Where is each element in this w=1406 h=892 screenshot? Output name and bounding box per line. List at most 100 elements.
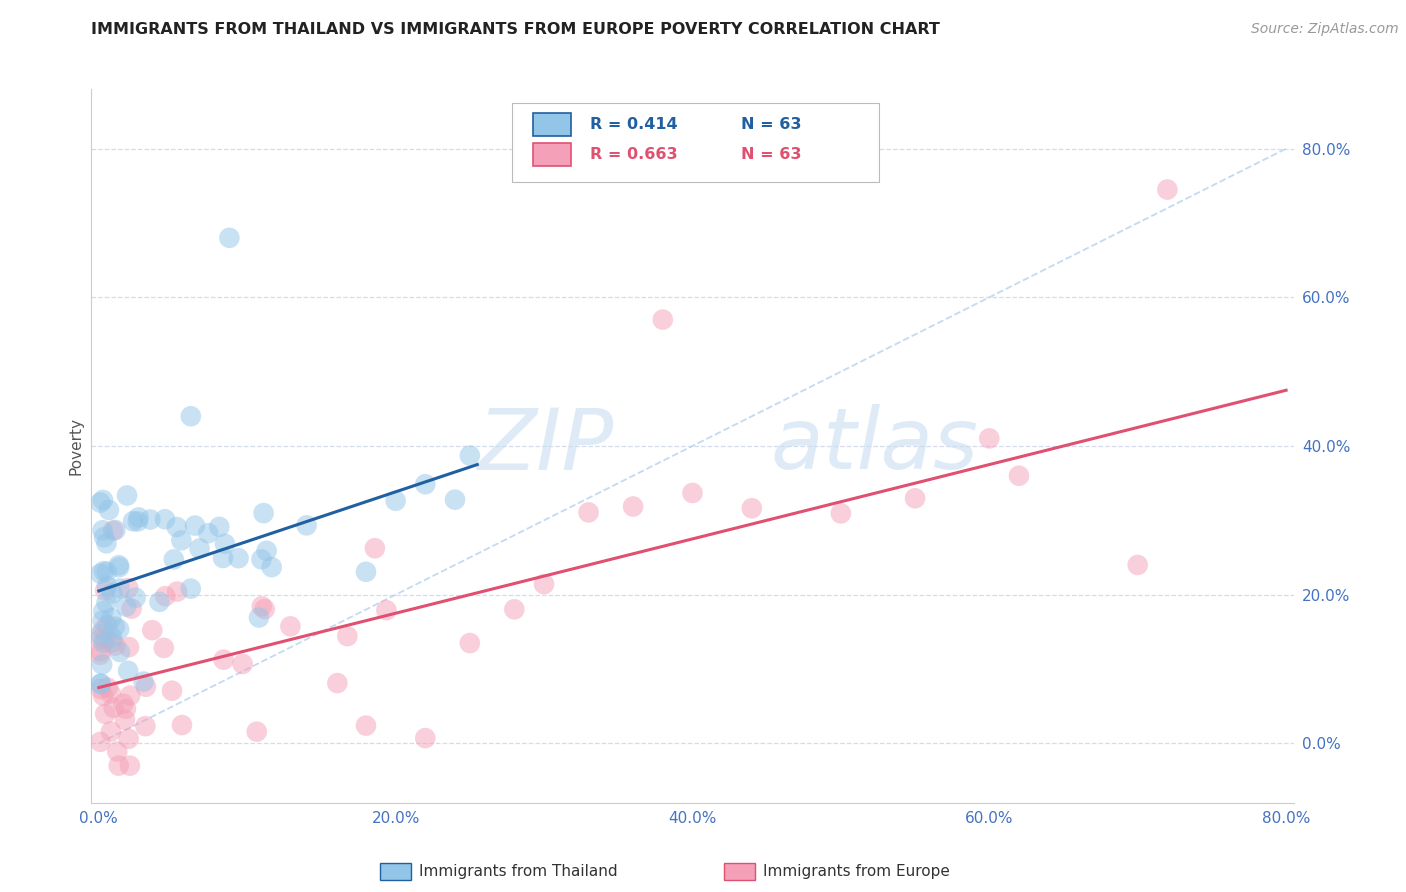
Point <box>90 677 112 691</box>
Point <box>166 520 188 534</box>
Point <box>93 530 115 544</box>
Point <box>253 602 276 616</box>
Point <box>128 510 150 524</box>
Point <box>413 731 436 745</box>
FancyBboxPatch shape <box>512 103 879 182</box>
Point <box>90 644 112 658</box>
Point <box>91 614 114 628</box>
Point <box>651 312 673 326</box>
Point <box>170 533 193 548</box>
Point <box>197 526 219 541</box>
Point <box>904 491 927 506</box>
Point <box>103 700 125 714</box>
Point <box>117 581 139 595</box>
Point <box>96 565 118 579</box>
Point <box>503 602 526 616</box>
Point <box>256 543 278 558</box>
Point <box>295 518 318 533</box>
Point <box>250 599 273 614</box>
Point <box>114 713 136 727</box>
Point <box>384 493 406 508</box>
Point <box>91 492 114 507</box>
Point <box>180 409 202 424</box>
Point <box>91 689 114 703</box>
Text: IMMIGRANTS FROM THAILAND VS IMMIGRANTS FROM EUROPE POVERTY CORRELATION CHART: IMMIGRANTS FROM THAILAND VS IMMIGRANTS F… <box>91 22 941 37</box>
Point <box>96 579 118 593</box>
Point <box>208 520 231 534</box>
Point <box>153 512 176 526</box>
Point <box>127 515 149 529</box>
Point <box>458 636 481 650</box>
Point <box>91 657 114 672</box>
Point <box>830 507 852 521</box>
Text: atlas: atlas <box>770 404 979 488</box>
Point <box>214 537 236 551</box>
Text: N = 63: N = 63 <box>741 117 801 132</box>
Text: R = 0.414: R = 0.414 <box>591 117 678 132</box>
Point <box>246 724 269 739</box>
Point <box>120 689 142 703</box>
Point <box>94 583 117 598</box>
Point <box>94 706 117 721</box>
Point <box>121 601 143 615</box>
Point <box>100 724 122 739</box>
Point <box>89 566 111 581</box>
Point <box>578 505 600 519</box>
Point <box>124 591 146 605</box>
Point <box>90 681 112 696</box>
Point <box>188 541 211 556</box>
Text: ZIP: ZIP <box>478 404 614 488</box>
Point <box>413 477 436 491</box>
Point <box>232 657 254 671</box>
Point <box>101 631 124 645</box>
Point <box>100 611 122 625</box>
Point <box>336 629 359 643</box>
Point <box>96 536 118 550</box>
Point <box>1008 468 1031 483</box>
Point <box>155 589 177 603</box>
Point <box>166 584 188 599</box>
Point <box>212 653 235 667</box>
Point <box>103 524 125 538</box>
Point <box>170 718 193 732</box>
Point <box>212 551 235 566</box>
Point <box>1126 558 1149 572</box>
Point <box>96 618 118 632</box>
Point <box>91 624 114 638</box>
Point <box>107 558 129 573</box>
Point <box>118 731 141 746</box>
Point <box>96 596 118 610</box>
Point <box>89 632 111 646</box>
Text: Source: ZipAtlas.com: Source: ZipAtlas.com <box>1251 22 1399 37</box>
Point <box>104 619 127 633</box>
Point <box>122 514 145 528</box>
Point <box>89 677 111 691</box>
Y-axis label: Poverty: Poverty <box>67 417 83 475</box>
Point <box>458 449 481 463</box>
Point <box>326 676 349 690</box>
Point <box>115 702 138 716</box>
FancyBboxPatch shape <box>533 112 571 136</box>
Point <box>108 560 131 574</box>
Point <box>104 639 127 653</box>
Point <box>108 582 131 596</box>
Point <box>218 231 240 245</box>
Point <box>160 683 183 698</box>
Point <box>118 758 141 772</box>
Point <box>364 541 387 556</box>
Point <box>104 523 127 537</box>
Point <box>375 603 398 617</box>
Point <box>89 495 111 509</box>
Point <box>91 636 114 650</box>
Point <box>91 523 114 537</box>
Point <box>180 582 202 596</box>
Point <box>97 681 120 695</box>
Point <box>741 501 763 516</box>
Point <box>94 632 117 647</box>
Point <box>91 604 114 618</box>
Point <box>101 586 124 600</box>
Point <box>621 500 644 514</box>
Point <box>115 488 138 502</box>
Point <box>260 560 283 574</box>
Point <box>354 718 377 732</box>
